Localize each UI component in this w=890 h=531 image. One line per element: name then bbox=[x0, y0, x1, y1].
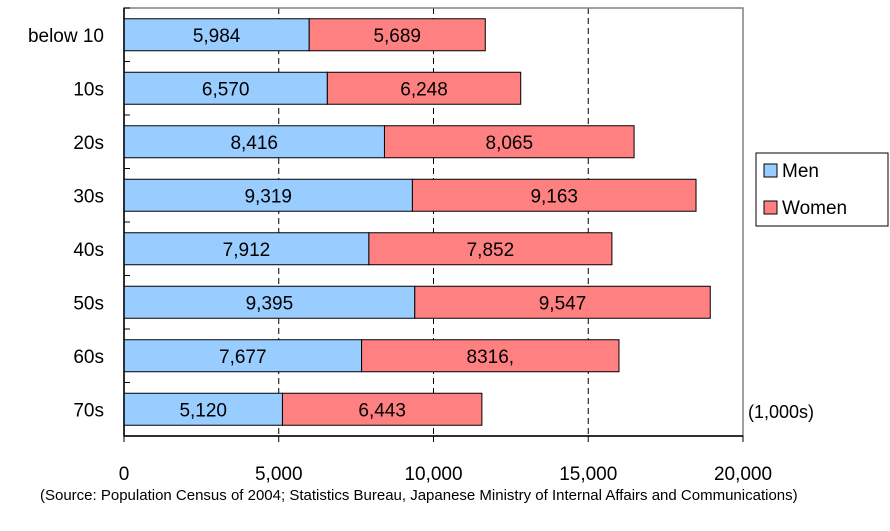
y-tick-label: 60s bbox=[73, 347, 104, 368]
y-tick-label: below 10 bbox=[28, 26, 104, 47]
bar-men bbox=[123, 18, 310, 52]
bar-women bbox=[308, 18, 486, 52]
bar-men bbox=[123, 339, 363, 373]
y-tick-label: 30s bbox=[73, 186, 104, 207]
x-tick-label: 0 bbox=[119, 464, 130, 485]
bar-men bbox=[123, 125, 385, 159]
x-tick-label: 15,000 bbox=[559, 464, 617, 485]
bar-women bbox=[281, 392, 483, 426]
data-label: 7,912 bbox=[223, 240, 271, 261]
legend-swatch-men bbox=[763, 163, 778, 178]
bar-women bbox=[368, 232, 613, 266]
x-axis: 0 5,000 10,000 15,000 20,000 bbox=[119, 435, 772, 485]
y-tick-label: 50s bbox=[73, 293, 104, 314]
data-label: 6,570 bbox=[202, 79, 250, 100]
bar-men bbox=[123, 71, 328, 105]
legend-label-men: Men bbox=[782, 161, 819, 182]
data-label: 5,120 bbox=[179, 400, 227, 421]
legend-box bbox=[755, 152, 889, 227]
data-label: 9,395 bbox=[246, 293, 294, 314]
data-label: 8316, bbox=[467, 347, 515, 368]
data-label: 5,689 bbox=[373, 26, 421, 47]
bar-women bbox=[326, 71, 522, 105]
y-tick-label: 40s bbox=[73, 240, 104, 261]
legend: Men Women bbox=[755, 152, 889, 227]
bar-women bbox=[414, 285, 711, 319]
bars: 5,984 5,689 6,570 6,248 8,416 8,065 9,319 9,163… bbox=[123, 18, 711, 426]
data-label: 8,065 bbox=[486, 133, 534, 154]
data-label: 7,852 bbox=[467, 240, 515, 261]
bar-men bbox=[123, 178, 413, 212]
data-label: 7,677 bbox=[219, 347, 267, 368]
legend-label-women: Women bbox=[782, 198, 847, 219]
bar-women bbox=[383, 125, 635, 159]
data-label: 9,547 bbox=[539, 293, 587, 314]
bar-women bbox=[411, 178, 697, 212]
data-label: 5,984 bbox=[193, 26, 241, 47]
bar-women bbox=[361, 339, 620, 373]
x-tick-label: 20,000 bbox=[714, 464, 772, 485]
source-note: (Source: Population Census of 2004; Stat… bbox=[40, 487, 798, 504]
data-label: 6,443 bbox=[358, 400, 406, 421]
bar-men bbox=[123, 392, 283, 426]
x-tick-label: 5,000 bbox=[255, 464, 303, 485]
y-tick-label: 70s bbox=[73, 400, 104, 421]
legend-swatch-women bbox=[763, 200, 778, 215]
y-tick-label: 10s bbox=[73, 79, 104, 100]
data-label: 8,416 bbox=[230, 133, 278, 154]
y-tick-label: 20s bbox=[73, 133, 104, 154]
bar-men bbox=[123, 285, 416, 319]
bar-men bbox=[123, 232, 370, 266]
x-tick-label: 10,000 bbox=[404, 464, 462, 485]
data-label: 6,248 bbox=[400, 79, 448, 100]
unit-note: (1,000s) bbox=[748, 402, 814, 422]
y-axis: below 10 10s 20s 30s 40s 50s 60s 70s bbox=[28, 7, 130, 437]
data-label: 9,163 bbox=[530, 186, 578, 207]
data-label: 9,319 bbox=[244, 186, 292, 207]
